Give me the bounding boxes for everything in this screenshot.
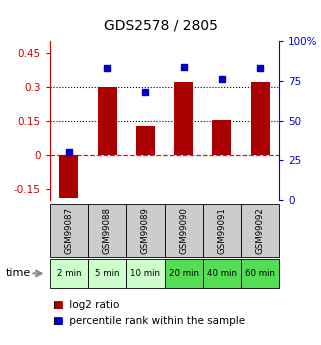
Text: ■  percentile rank within the sample: ■ percentile rank within the sample [53,316,245,326]
Text: 10 min: 10 min [130,269,160,278]
Bar [59,155,78,198]
Bar [98,87,117,155]
Bar [50,259,88,288]
Bar [164,259,203,288]
Bar [88,259,126,288]
Text: ■  log2 ratio: ■ log2 ratio [53,300,119,310]
Bar [174,82,193,155]
Bar [203,259,241,288]
Text: 60 min: 60 min [245,269,275,278]
Text: GSM99088: GSM99088 [103,207,112,254]
Point [257,66,263,71]
Text: GSM99091: GSM99091 [217,207,226,254]
Bar [164,204,203,257]
Text: GSM99092: GSM99092 [256,207,265,254]
Bar [241,259,279,288]
Bar [50,204,88,257]
Bar [212,120,231,155]
Text: 40 min: 40 min [207,269,237,278]
Bar [136,126,155,155]
Bar [126,204,164,257]
Point [143,89,148,95]
Text: GSM99089: GSM99089 [141,207,150,254]
Text: ■: ■ [53,300,63,310]
Bar [126,259,164,288]
Text: time: time [6,268,31,278]
Point [181,64,186,70]
Text: GSM99087: GSM99087 [65,207,74,254]
Point [219,77,224,82]
Text: GDS2578 / 2805: GDS2578 / 2805 [104,19,217,33]
Text: GSM99090: GSM99090 [179,207,188,254]
Bar [203,204,241,257]
Point [105,66,110,71]
Bar [88,204,126,257]
Text: ■: ■ [53,316,63,326]
Text: 20 min: 20 min [169,269,199,278]
Text: 5 min: 5 min [95,269,119,278]
Point [66,150,72,155]
Bar [251,82,270,155]
Bar [241,204,279,257]
Text: 2 min: 2 min [56,269,81,278]
